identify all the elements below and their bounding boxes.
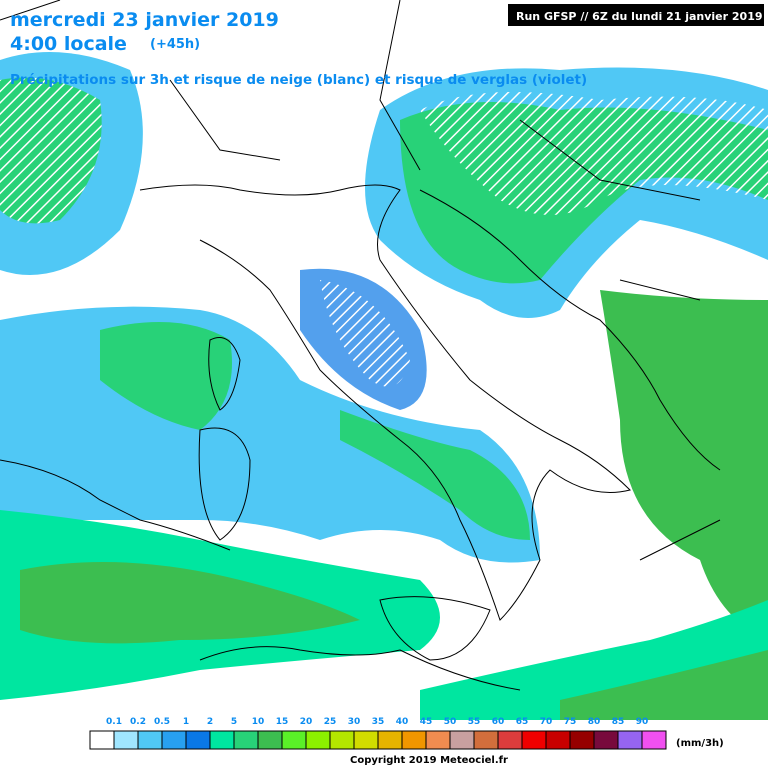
legend-swatch — [161, 730, 187, 750]
legend-swatch — [185, 730, 211, 750]
legend-swatch — [257, 730, 283, 750]
precipitation — [0, 52, 768, 720]
legend-label: 40 — [396, 717, 409, 727]
legend-label: 2 — [207, 717, 213, 727]
legend-swatch — [137, 730, 163, 750]
lead-time: (+45h) — [150, 37, 200, 52]
legend-swatch — [569, 730, 595, 750]
legend-swatch — [281, 730, 307, 750]
legend-swatch — [209, 730, 235, 750]
legend-label: 0.5 — [154, 717, 170, 727]
legend-swatch — [425, 730, 451, 750]
legend-swatch — [617, 730, 643, 750]
legend-swatch — [89, 730, 115, 750]
legend-label: 30 — [348, 717, 361, 727]
legend-label: 15 — [276, 717, 289, 727]
legend-swatch — [593, 730, 619, 750]
legend-swatch — [401, 730, 427, 750]
legend-label: 45 — [420, 717, 433, 727]
legend-swatch — [305, 730, 331, 750]
time-title: 4:00 locale — [10, 33, 127, 55]
legend-swatch — [641, 730, 667, 750]
legend-swatch — [233, 730, 259, 750]
legend-label: 5 — [231, 717, 237, 727]
legend-swatch — [497, 730, 523, 750]
legend-label: 70 — [540, 717, 553, 727]
legend-label: 0.2 — [130, 717, 146, 727]
legend-swatch — [449, 730, 475, 750]
legend-swatch — [521, 730, 547, 750]
legend-swatch — [353, 730, 379, 750]
legend-label: 85 — [612, 717, 625, 727]
legend-label: 10 — [252, 717, 265, 727]
legend-swatch — [113, 730, 139, 750]
legend-label: 0.1 — [106, 717, 122, 727]
legend-label: 90 — [636, 717, 649, 727]
legend-swatch — [545, 730, 571, 750]
legend-label: 35 — [372, 717, 385, 727]
legend-swatch — [473, 730, 499, 750]
copyright: Copyright 2019 Meteociel.fr — [350, 755, 508, 766]
subtitle: Précipitations sur 3h et risque de neige… — [10, 72, 587, 88]
coastlines — [0, 0, 721, 691]
date-title: mercredi 23 janvier 2019 — [10, 9, 279, 31]
legend: 0.1 0.2 0.5 1 2 5 10 15 20 25 30 35 40 45 50 55 60 65 70 75… — [89, 717, 667, 750]
legend-label: 1 — [183, 717, 189, 727]
legend-label: 75 — [564, 717, 577, 727]
legend-label: 50 — [444, 717, 457, 727]
run-box — [508, 4, 764, 26]
legend-label: 80 — [588, 717, 601, 727]
run-info: Run GFSP // 6Z du lundi 21 janvier 2019 — [516, 10, 763, 23]
legend-label: 55 — [468, 717, 481, 727]
legend-label: 20 — [300, 717, 313, 727]
legend-label: 60 — [492, 717, 505, 727]
legend-unit: (mm/3h) — [676, 738, 724, 749]
legend-label: 65 — [516, 717, 529, 727]
legend-swatch — [329, 730, 355, 750]
legend-swatch — [377, 730, 403, 750]
legend-label: 25 — [324, 717, 337, 727]
